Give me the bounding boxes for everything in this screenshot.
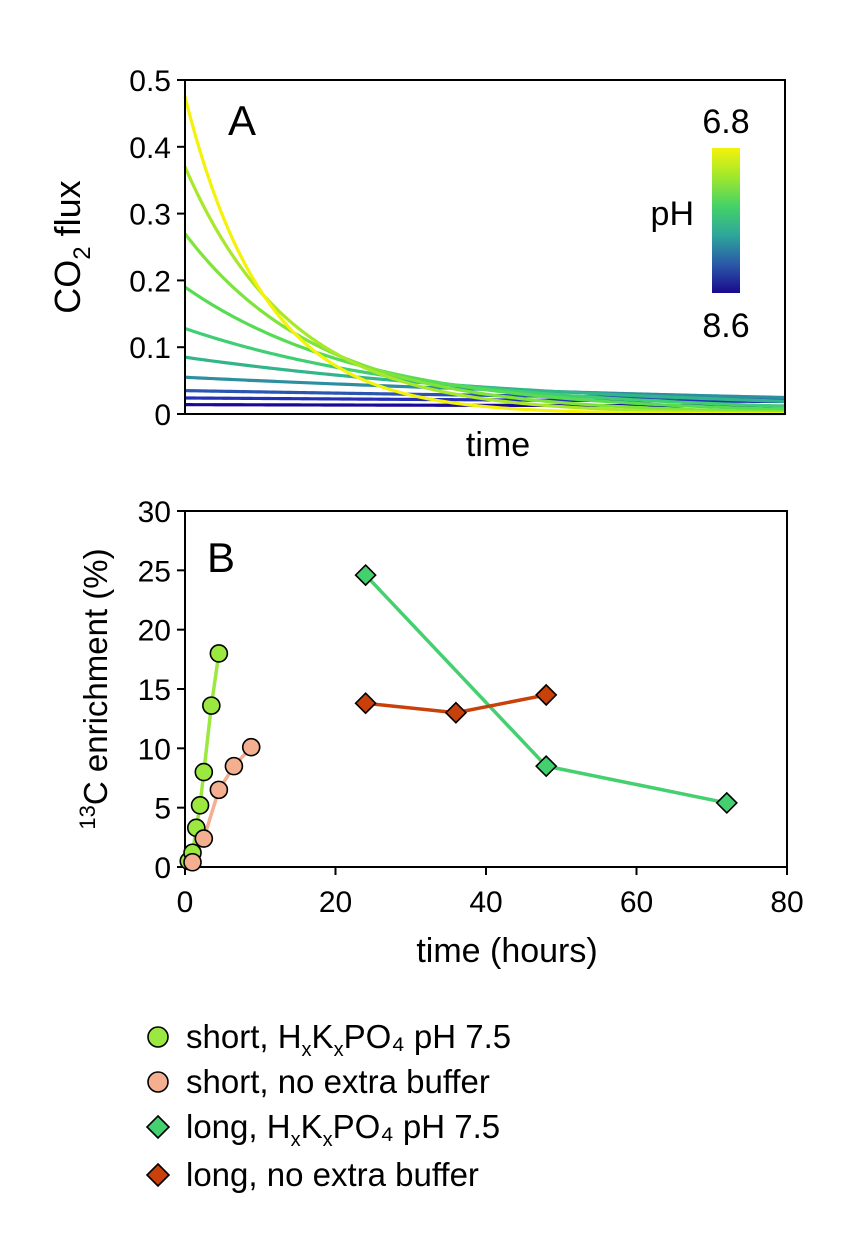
panel-a-x-label: time xyxy=(466,426,530,464)
data-point xyxy=(444,701,468,724)
panel-b-frame xyxy=(184,510,788,868)
panel-a-y-tick-label: 0.3 xyxy=(129,199,171,232)
data-point xyxy=(535,683,558,707)
panel-b-y-tick-label: 30 xyxy=(138,496,171,529)
panel-b-series xyxy=(179,563,738,872)
legend-marker xyxy=(145,1114,171,1140)
panel-b-y-tick-label: 15 xyxy=(138,674,171,707)
decay-curve xyxy=(183,166,786,415)
panel-a-y-ticks: 0 0.1 0.2 0.3 0.4 0.5 xyxy=(129,65,185,432)
panel-a-label: A xyxy=(228,97,256,144)
panel-a-y-tick-label: 0.5 xyxy=(129,65,171,98)
panel-a-y-tick-label: 0.2 xyxy=(129,265,171,298)
panel-a-y-tick-label: 0.4 xyxy=(129,132,171,165)
data-point xyxy=(194,829,214,848)
data-point xyxy=(194,762,214,782)
panel-b-y-tick-label: 20 xyxy=(138,615,171,648)
panel-a-frame xyxy=(184,79,786,415)
data-point xyxy=(354,692,377,715)
panel-b-x-tick-label: 0 xyxy=(177,886,194,919)
decay-curve xyxy=(184,285,786,411)
panel-a-y-tick-label: 0 xyxy=(154,399,171,432)
panel-b-x-tick-label: 20 xyxy=(319,886,352,919)
legend-entry: short, no extra buffer xyxy=(147,1063,490,1100)
data-point xyxy=(535,755,558,778)
data-point xyxy=(715,791,738,815)
panel-a-series-lines xyxy=(183,96,786,416)
data-point xyxy=(209,780,229,800)
panel-b-y-tick-label: 25 xyxy=(138,555,171,588)
data-point xyxy=(190,795,210,815)
panel-b-y-tick-label: 5 xyxy=(154,793,171,826)
data-point xyxy=(354,563,377,587)
panel-a: 0 0.1 0.2 0.3 0.4 0.5 A time CO2 flux 6.8 8.6… xyxy=(47,65,786,464)
panel-b-x-tick-label: 40 xyxy=(469,886,502,919)
legend-label: long, no extra buffer xyxy=(186,1156,479,1193)
legend-marker xyxy=(145,1162,171,1188)
panel-b: 0 20 40 60 80 0 5 10 15 20 25 30 B time (hours) 13… xyxy=(75,496,804,970)
colorbar-label: pH xyxy=(651,195,694,233)
panel-b-y-tick-label: 0 xyxy=(154,852,171,885)
decay-curve xyxy=(183,232,786,414)
legend-entry: long, HxKxPO₄ pH 7.5 xyxy=(145,1108,500,1151)
panel-b-x-tick-label: 80 xyxy=(770,886,803,919)
panel-a-y-tick-label: 0.1 xyxy=(129,332,171,365)
colorbar-bottom-label: 8.6 xyxy=(702,307,749,345)
panel-b-x-label: time (hours) xyxy=(416,932,597,970)
data-point xyxy=(241,737,261,757)
legend-marker xyxy=(147,1071,169,1093)
legend-entry: short, HxKxPO₄ pH 7.5 xyxy=(147,1018,511,1061)
colorbar-top-label: 6.8 xyxy=(702,103,749,141)
panel-b-y-ticks: 0 5 10 15 20 25 30 xyxy=(138,496,185,885)
legend-label: short, no extra buffer xyxy=(186,1063,490,1100)
panel-a-y-label: CO2 flux xyxy=(47,180,96,313)
panel-b-y-label: 13C enrichment (%) xyxy=(75,548,114,829)
ph-colorbar xyxy=(712,148,740,293)
panel-b-x-tick-label: 60 xyxy=(620,886,653,919)
panel-b-label: B xyxy=(207,534,235,581)
legend-label: short, HxKxPO₄ pH 7.5 xyxy=(186,1018,511,1061)
data-point xyxy=(224,756,244,776)
panel-b-y-tick-label: 10 xyxy=(138,733,171,766)
decay-curve xyxy=(183,96,785,416)
legend-entry: long, no extra buffer xyxy=(145,1156,479,1193)
data-point xyxy=(209,644,229,663)
data-point xyxy=(202,696,221,715)
legend-label: long, HxKxPO₄ pH 7.5 xyxy=(186,1108,500,1151)
panel-b-x-ticks: 0 20 40 60 80 xyxy=(177,867,804,919)
data-point xyxy=(183,852,202,872)
legend-marker xyxy=(147,1026,169,1048)
